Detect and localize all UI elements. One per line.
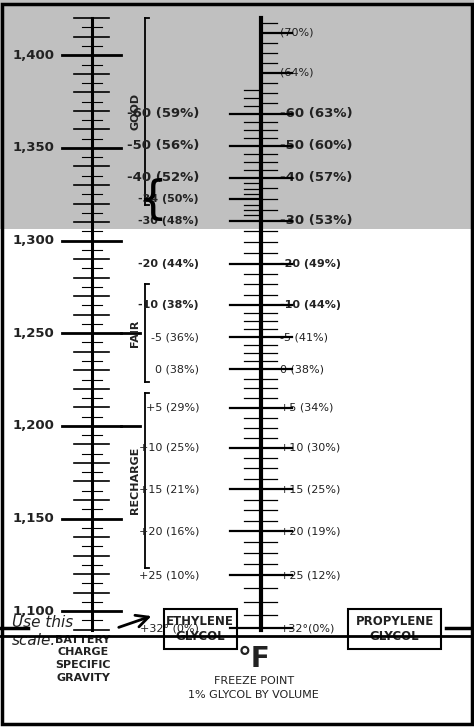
Text: 1,300: 1,300	[12, 234, 55, 247]
Text: -34 (50%): -34 (50%)	[138, 194, 199, 205]
Text: FREEZE POINT
1% GLYCOL BY VOLUME: FREEZE POINT 1% GLYCOL BY VOLUME	[188, 676, 319, 700]
Text: -40 (57%): -40 (57%)	[280, 171, 352, 184]
Bar	[0, 0, 474, 229]
Text: PROPYLENE
GLYCOL: PROPYLENE GLYCOL	[356, 615, 434, 644]
Text: +25 (12%): +25 (12%)	[280, 570, 340, 580]
Text: -5 (36%): -5 (36%)	[151, 332, 199, 342]
Text: (70%): (70%)	[280, 28, 313, 38]
Text: +5 (34%): +5 (34%)	[280, 403, 333, 413]
Text: 1,200: 1,200	[13, 419, 55, 432]
Text: -60 (63%): -60 (63%)	[280, 107, 352, 120]
Text: +10 (30%): +10 (30%)	[280, 443, 340, 453]
Text: -5 (41%): -5 (41%)	[280, 332, 328, 342]
Text: -10 (44%): -10 (44%)	[280, 300, 341, 310]
Text: -50 (56%): -50 (56%)	[127, 139, 199, 152]
Text: +20 (19%): +20 (19%)	[280, 526, 340, 537]
Text: -20 (44%): -20 (44%)	[138, 258, 199, 269]
Text: (64%): (64%)	[280, 68, 313, 78]
Text: 1,350: 1,350	[13, 141, 55, 154]
Text: °F: °F	[237, 645, 270, 673]
Text: 1,250: 1,250	[13, 327, 55, 340]
Text: FAIR: FAIR	[130, 320, 140, 347]
Bar	[0, 229, 474, 728]
Text: -10 (38%): -10 (38%)	[138, 300, 199, 310]
Text: -60 (59%): -60 (59%)	[127, 107, 199, 120]
Text: Use this
scale.: Use this scale.	[12, 615, 73, 648]
Bar	[164, 609, 237, 649]
Text: +5 (29%): +5 (29%)	[146, 403, 199, 413]
Text: +25 (10%): +25 (10%)	[139, 570, 199, 580]
Text: 1,400: 1,400	[12, 49, 55, 62]
Text: {: {	[137, 178, 167, 223]
Text: +32°(0%): +32°(0%)	[280, 623, 335, 633]
Text: 1,100: 1,100	[13, 605, 55, 617]
Text: +32° (0%): +32° (0%)	[140, 623, 199, 633]
Text: ETHYLENE
GLYCOL: ETHYLENE GLYCOL	[166, 615, 234, 644]
Text: -30 (48%): -30 (48%)	[138, 215, 199, 226]
Text: 0 (38%): 0 (38%)	[155, 364, 199, 374]
Text: 1,150: 1,150	[13, 512, 55, 525]
Text: -50 (60%): -50 (60%)	[280, 139, 352, 152]
Text: +15 (21%): +15 (21%)	[139, 484, 199, 494]
Text: +20 (16%): +20 (16%)	[139, 526, 199, 537]
Bar	[348, 609, 441, 649]
Text: 0 (38%): 0 (38%)	[280, 364, 324, 374]
Text: -20 (49%): -20 (49%)	[280, 258, 341, 269]
Text: RECHARGE: RECHARGE	[130, 447, 140, 514]
Text: -30 (53%): -30 (53%)	[280, 214, 352, 227]
Text: -40 (52%): -40 (52%)	[127, 171, 199, 184]
Text: +15 (25%): +15 (25%)	[280, 484, 340, 494]
Text: BATTERY
CHARGE
SPECIFIC
GRAVITY: BATTERY CHARGE SPECIFIC GRAVITY	[55, 635, 111, 683]
Text: GOOD: GOOD	[130, 93, 140, 130]
Text: +10 (25%): +10 (25%)	[139, 443, 199, 453]
